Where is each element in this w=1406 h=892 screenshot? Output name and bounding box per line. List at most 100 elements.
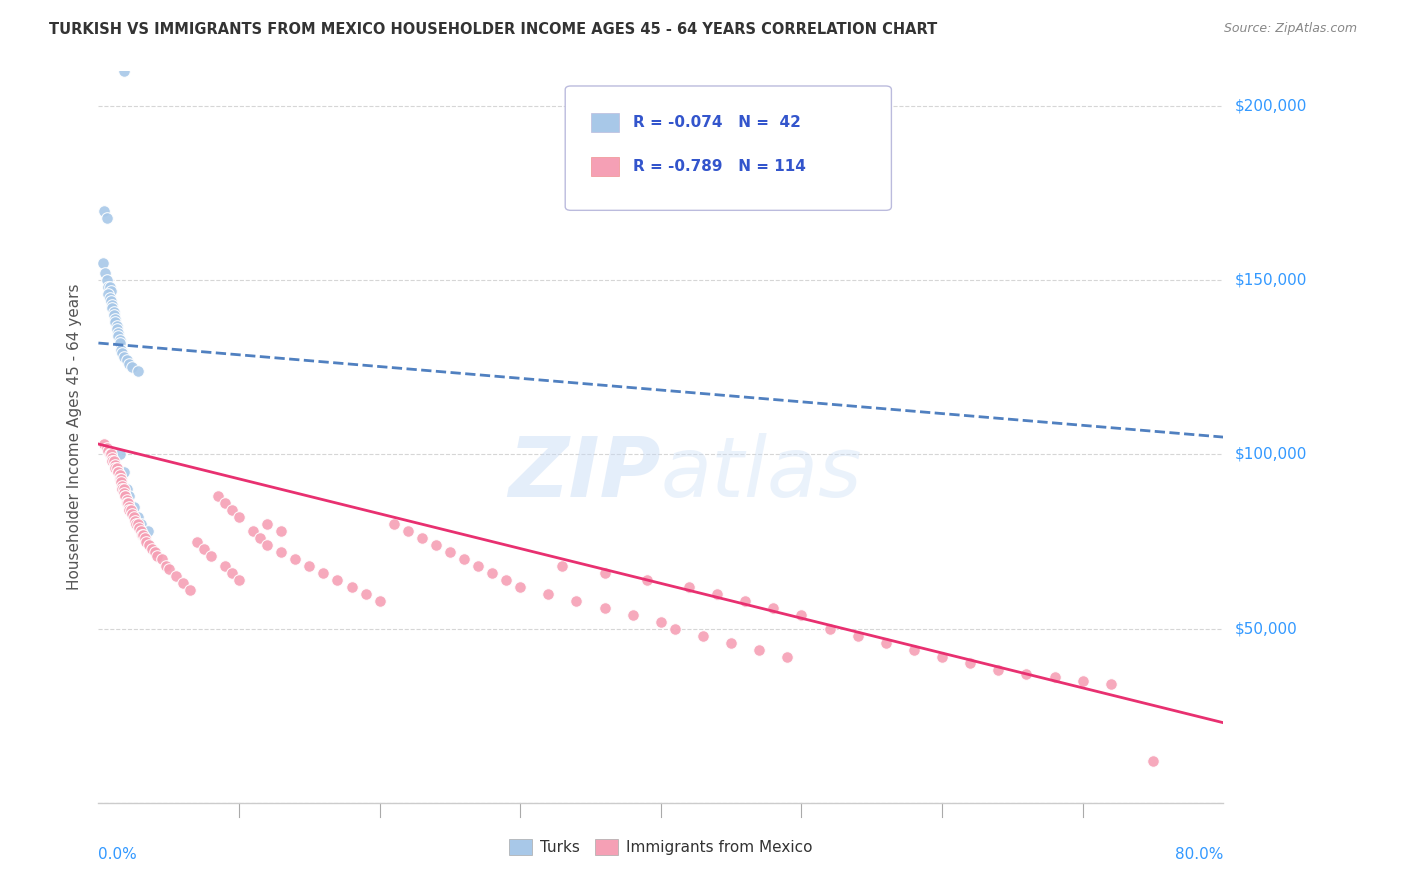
Point — [94, 266, 117, 280]
Point — [284, 552, 307, 566]
Text: atlas: atlas — [661, 434, 862, 514]
Point — [128, 521, 150, 535]
Point — [228, 510, 250, 524]
Point — [112, 483, 135, 497]
Point — [100, 284, 122, 298]
Point — [146, 549, 169, 563]
Point — [134, 531, 156, 545]
Point — [131, 527, 153, 541]
Point — [96, 211, 118, 225]
Legend: Turks, Immigrants from Mexico: Turks, Immigrants from Mexico — [503, 833, 818, 861]
Point — [96, 441, 118, 455]
Point — [118, 489, 141, 503]
Point — [115, 492, 138, 507]
Point — [108, 468, 131, 483]
Point — [411, 531, 433, 545]
Point — [207, 489, 229, 503]
Point — [104, 311, 127, 326]
Point — [776, 649, 799, 664]
Point — [467, 558, 489, 573]
Point — [818, 622, 841, 636]
Point — [124, 514, 146, 528]
Point — [1015, 667, 1038, 681]
Point — [91, 256, 114, 270]
Point — [97, 280, 120, 294]
Point — [650, 615, 672, 629]
Text: R = -0.074   N =  42: R = -0.074 N = 42 — [633, 115, 800, 130]
Point — [439, 545, 461, 559]
Point — [96, 273, 118, 287]
Point — [193, 541, 215, 556]
Point — [112, 485, 135, 500]
Point — [112, 350, 135, 364]
Point — [382, 517, 405, 532]
Point — [101, 450, 124, 465]
Text: $50,000: $50,000 — [1234, 621, 1298, 636]
Point — [326, 573, 349, 587]
Point — [298, 558, 321, 573]
Point — [179, 583, 201, 598]
Point — [172, 576, 194, 591]
Point — [101, 454, 124, 468]
Point — [115, 496, 138, 510]
Point — [118, 503, 141, 517]
Point — [270, 545, 292, 559]
FancyBboxPatch shape — [591, 157, 619, 176]
Point — [734, 594, 756, 608]
Point — [221, 503, 243, 517]
Point — [110, 0, 132, 9]
Point — [93, 437, 115, 451]
Point — [706, 587, 728, 601]
Point — [537, 587, 560, 601]
Point — [107, 326, 129, 340]
Point — [228, 573, 250, 587]
Point — [97, 287, 120, 301]
Point — [122, 510, 145, 524]
Text: 0.0%: 0.0% — [98, 847, 138, 862]
Text: ZIP: ZIP — [508, 434, 661, 514]
Point — [97, 444, 120, 458]
Point — [112, 465, 135, 479]
Point — [481, 566, 503, 580]
Point — [129, 524, 152, 538]
Point — [664, 622, 686, 636]
Point — [105, 461, 128, 475]
Point — [100, 448, 122, 462]
Point — [107, 329, 129, 343]
Point — [108, 472, 131, 486]
Point — [987, 664, 1010, 678]
Point — [117, 496, 139, 510]
Point — [214, 496, 236, 510]
Text: R = -0.789   N = 114: R = -0.789 N = 114 — [633, 159, 806, 174]
Point — [132, 527, 155, 541]
Point — [107, 465, 129, 479]
Point — [621, 607, 644, 622]
Point — [104, 461, 127, 475]
Point — [1099, 677, 1122, 691]
Point — [108, 333, 131, 347]
Point — [121, 507, 143, 521]
Point — [186, 534, 208, 549]
Text: TURKISH VS IMMIGRANTS FROM MEXICO HOUSEHOLDER INCOME AGES 45 - 64 YEARS CORRELAT: TURKISH VS IMMIGRANTS FROM MEXICO HOUSEH… — [49, 22, 938, 37]
Point — [114, 489, 136, 503]
Point — [115, 353, 138, 368]
Point — [1071, 673, 1094, 688]
Point — [565, 594, 588, 608]
Point — [118, 357, 141, 371]
Text: Source: ZipAtlas.com: Source: ZipAtlas.com — [1223, 22, 1357, 36]
Point — [110, 475, 132, 490]
Point — [100, 294, 122, 309]
Point — [425, 538, 447, 552]
Point — [138, 538, 160, 552]
Point — [903, 642, 925, 657]
Point — [155, 558, 177, 573]
Point — [127, 517, 149, 532]
Point — [129, 517, 152, 532]
Point — [143, 545, 166, 559]
Point — [593, 566, 616, 580]
Point — [846, 629, 869, 643]
Point — [200, 549, 222, 563]
Point — [98, 291, 121, 305]
Point — [118, 500, 141, 514]
Point — [221, 566, 243, 580]
